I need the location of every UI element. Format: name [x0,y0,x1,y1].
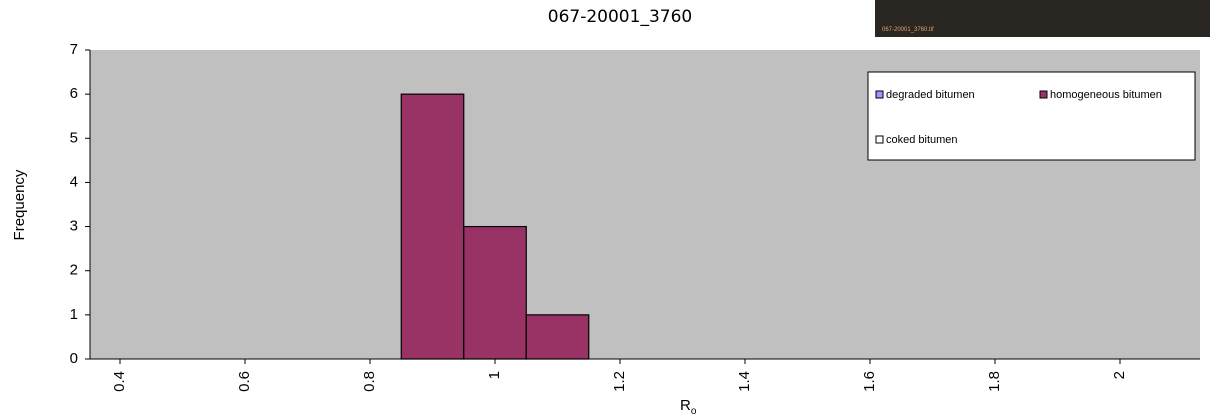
legend-label: homogeneous bitumen [1050,89,1162,101]
legend-label: coked bitumen [886,134,958,146]
legend-swatch [875,135,884,144]
bar [525,314,590,360]
y-tick-label: 4 [70,173,78,190]
x-tick-label: 1.4 [736,371,753,392]
x-tick-label: 0.8 [361,371,378,392]
x-tick-label: 0.6 [236,371,253,392]
legend [867,71,1196,161]
x-axis-label-sub: o [691,406,697,417]
y-axis-label: Frequency [11,169,28,240]
x-axis-label-main: R [680,397,691,414]
x-tick-label: 1.8 [986,371,1003,392]
x-tick-label: 1.6 [861,371,878,392]
x-tick-label: 1.2 [611,371,628,392]
x-axis-label: Ro [680,397,697,417]
legend-label: degraded bitumen [886,89,975,101]
legend-swatch [875,90,884,99]
x-tick-label: 1 [486,371,503,379]
chart-title: 067-20001_3760 [548,7,692,27]
inset-label: 067-20001_3760.tif [882,27,934,33]
bar [463,225,527,360]
legend-swatch [1039,90,1048,99]
bar [400,93,465,360]
y-tick-label: 3 [70,218,78,235]
y-tick-label: 1 [70,306,78,323]
y-tick-label: 0 [70,350,78,367]
y-tick-label: 6 [70,85,78,102]
y-tick-label: 7 [70,41,78,58]
x-tick-label: 0.4 [111,371,128,392]
y-tick-label: 5 [70,129,78,146]
y-tick-label: 2 [70,262,78,279]
x-tick-label: 2 [1111,371,1128,379]
inset-image [875,0,1210,37]
